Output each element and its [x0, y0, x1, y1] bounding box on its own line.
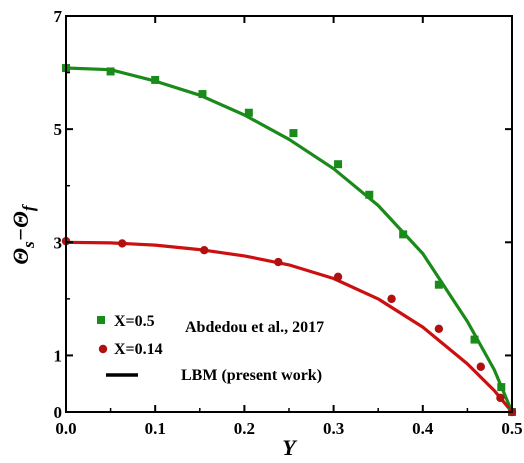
- point-circle: [117, 239, 127, 248]
- y-tick-label: 0: [54, 403, 63, 422]
- point-circle: [274, 257, 283, 267]
- point-square: [334, 160, 343, 169]
- point-square: [434, 280, 443, 289]
- legend-label: X=0.5: [114, 313, 155, 330]
- legend: X=0.5 X=0.14 Abdedou et al., 2017 LBM (pres…: [97, 313, 324, 384]
- point-square: [470, 335, 479, 344]
- point-circle: [434, 324, 444, 334]
- point-square: [497, 383, 506, 392]
- point-circle: [200, 246, 209, 255]
- y-tick-label: 7: [54, 7, 63, 26]
- legend-label: X=0.14: [114, 341, 163, 358]
- legend-title: Abdedou et al., 2017: [185, 319, 324, 336]
- legend-label: LBM (present work): [181, 367, 322, 384]
- point-circle: [496, 393, 505, 403]
- x-tick-label: 0.1: [145, 419, 166, 438]
- point-square: [198, 90, 207, 99]
- point-circle: [333, 272, 343, 281]
- y-axis-title: Θs−Θf: [8, 203, 38, 265]
- axis-ticks: 0.0 0.1 0.2 0.3 0.4 0.5 0 1 3 5 7: [54, 7, 523, 438]
- x-tick-label: 0.4: [412, 419, 434, 438]
- point-square: [106, 67, 115, 76]
- y-tick-label: 3: [54, 233, 63, 252]
- legend-square-marker: [97, 316, 105, 324]
- legend-circle-marker: [98, 344, 108, 354]
- x-tick-label: 0.2: [234, 419, 255, 438]
- series-line-4: [65, 240, 514, 414]
- series-line-3: [65, 66, 514, 413]
- x-tick-label: 0.5: [501, 419, 522, 438]
- y-tick-label: 1: [54, 346, 63, 365]
- point-circle: [387, 294, 396, 304]
- x-tick-label: 0.3: [323, 419, 344, 438]
- point-square: [151, 75, 160, 84]
- point-square: [289, 129, 298, 138]
- x-axis-title: Y: [282, 435, 298, 460]
- x-tick-label: 0.0: [55, 419, 76, 438]
- series-lines: [65, 66, 514, 414]
- point-square: [365, 190, 374, 199]
- y-tick-label: 5: [54, 120, 63, 139]
- point-circle: [476, 362, 485, 371]
- point-square: [399, 230, 408, 239]
- series-markers: [61, 64, 517, 417]
- point-square: [244, 108, 253, 117]
